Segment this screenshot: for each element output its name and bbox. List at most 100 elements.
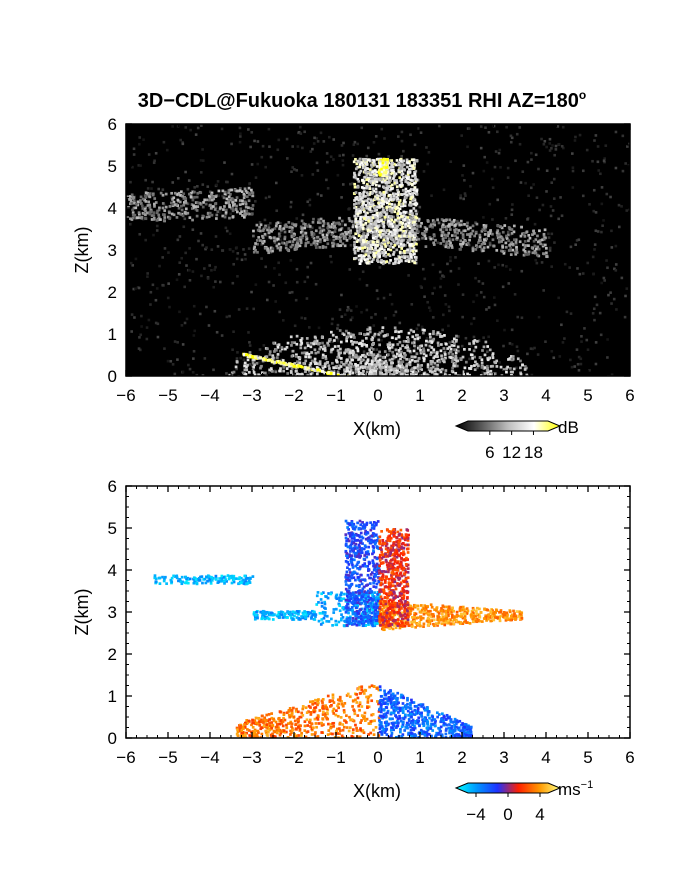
noise-cell (192, 357, 195, 360)
reflectivity-cell (250, 189, 253, 192)
noise-cell (579, 273, 582, 276)
noise-cell (239, 132, 242, 135)
reflectivity-cell (372, 357, 375, 360)
reflectivity-cell (162, 202, 165, 205)
noise-cell (258, 361, 261, 364)
reflectivity-cell (325, 236, 328, 239)
reflectivity-cell (398, 235, 401, 238)
reflectivity-cell (296, 238, 299, 241)
reflectivity-cell (364, 159, 367, 162)
noise-cell (347, 306, 350, 309)
reflectivity-cell (387, 220, 390, 223)
noise-cell (462, 198, 465, 201)
noise-cell (613, 298, 616, 301)
noise-cell (501, 264, 504, 267)
reflectivity-cell (317, 221, 320, 224)
noise-cell (438, 125, 441, 128)
reflectivity-cell (353, 341, 356, 344)
noise-cell (568, 266, 571, 269)
reflectivity-cell (338, 244, 341, 247)
noise-cell (151, 181, 154, 184)
reflectivity-cell (411, 193, 414, 196)
noise-cell (571, 152, 574, 155)
noise-cell (226, 230, 229, 233)
reflectivity-cell (148, 206, 151, 209)
noise-cell (595, 134, 598, 137)
reflectivity-cell (309, 345, 312, 348)
noise-cell (511, 343, 514, 346)
reflectivity-cell (339, 348, 342, 351)
noise-cell (463, 164, 466, 167)
noise-cell (542, 204, 545, 207)
noise-cell (482, 216, 485, 219)
reflectivity-cell (373, 175, 376, 178)
reflectivity-cell (417, 364, 420, 367)
reflectivity-cell (370, 164, 373, 167)
noise-cell (624, 316, 627, 319)
reflectivity-cell (243, 196, 246, 199)
noise-cell (401, 140, 404, 143)
noise-cell (550, 215, 553, 218)
reflectivity-cell (252, 362, 255, 365)
noise-cell (557, 218, 560, 221)
noise-cell (420, 131, 423, 134)
noise-cell (494, 304, 497, 307)
reflectivity-cell (371, 260, 374, 263)
reflectivity-cell (293, 235, 296, 238)
reflectivity-cell (417, 360, 420, 363)
reflectivity-cell (506, 366, 509, 369)
reflectivity-cell (366, 258, 369, 261)
noise-cell (162, 284, 165, 287)
reflectivity-cell (215, 214, 218, 217)
reflectivity-cell (225, 209, 228, 212)
noise-cell (325, 179, 328, 182)
reflectivity-cell (392, 166, 395, 169)
reflectivity-cell (413, 188, 416, 191)
reflectivity-cell (396, 343, 399, 346)
noise-cell (294, 324, 297, 327)
noise-cell (488, 306, 491, 309)
noise-cell (146, 326, 149, 329)
reflectivity-cell (413, 162, 416, 165)
reflectivity-cell (464, 367, 467, 370)
noise-cell (174, 373, 177, 376)
noise-cell (457, 283, 460, 286)
noise-cell (553, 178, 556, 181)
noise-cell (604, 144, 607, 147)
noise-cell (133, 153, 136, 156)
noise-cell (442, 229, 445, 232)
reflectivity-cell (400, 260, 403, 263)
reflectivity-cell (222, 189, 225, 192)
reflectivity-cell (348, 356, 351, 359)
reflectivity-cell (370, 201, 373, 204)
reflectivity-cell (407, 348, 410, 351)
reflectivity-cell (322, 356, 325, 359)
x-tick-label: 5 (583, 386, 592, 405)
reflectivity-cell (443, 361, 446, 364)
noise-cell (221, 128, 224, 131)
reflectivity-cell (366, 191, 369, 194)
noise-cell (594, 243, 597, 246)
colorbar-scale (456, 421, 560, 431)
noise-cell (577, 363, 580, 366)
velocity-cell (320, 598, 323, 601)
noise-cell (153, 161, 156, 164)
noise-cell (171, 181, 174, 184)
reflectivity-cell (405, 188, 408, 191)
reflectivity-cell (352, 334, 355, 337)
noise-cell (167, 360, 170, 363)
noise-cell (210, 269, 213, 272)
reflectivity-cell (377, 339, 380, 342)
reflectivity-cell (536, 235, 539, 238)
noise-cell (441, 329, 444, 332)
reflectivity-cell (324, 246, 327, 249)
reflectivity-cell (385, 366, 388, 369)
reflectivity-cell (516, 251, 519, 254)
noise-cell (146, 275, 149, 278)
reflectivity-cell (337, 349, 340, 352)
noise-cell (219, 211, 222, 214)
reflectivity-cell (378, 220, 381, 223)
reflectivity-cell (409, 361, 412, 364)
noise-cell (482, 282, 485, 285)
